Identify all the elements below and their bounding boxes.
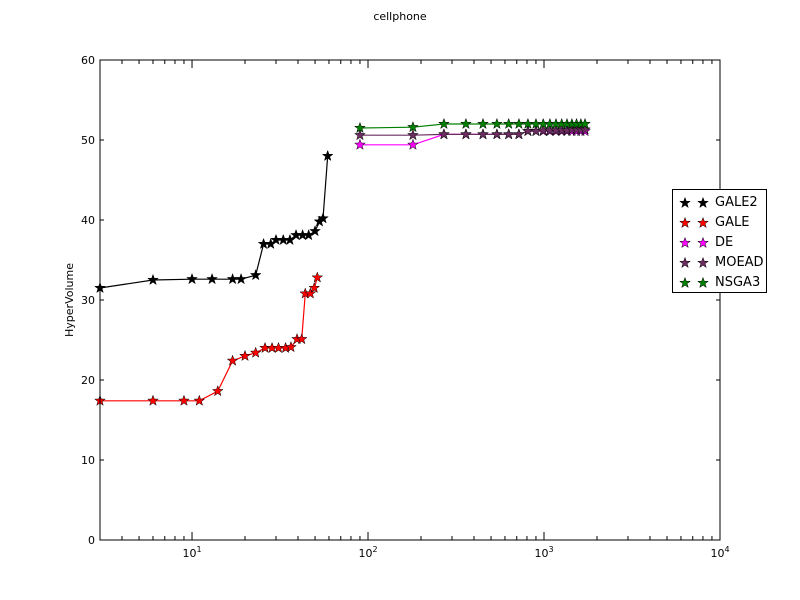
series-point-gale bbox=[308, 281, 321, 294]
y-tick-label: 20 bbox=[81, 374, 95, 387]
series-point-gale2 bbox=[226, 272, 239, 285]
legend-item-moead: MOEAD bbox=[673, 253, 768, 273]
series-point-gale bbox=[226, 354, 239, 366]
series-point-gale bbox=[239, 349, 251, 362]
axes-ticks: 0 10 20 30 40 50 60 101 102 103 104 bbox=[81, 54, 730, 560]
legend-star-icon bbox=[697, 276, 709, 289]
series-point-moead bbox=[512, 128, 525, 140]
legend-star-icon bbox=[697, 236, 709, 249]
chart-title: cellphone bbox=[373, 10, 427, 23]
series-point-gale2 bbox=[317, 212, 329, 224]
series-point-nsga3 bbox=[490, 117, 503, 130]
series-point-nsga3 bbox=[579, 117, 591, 130]
series-point-nsga3 bbox=[477, 117, 489, 130]
y-tick-label: 40 bbox=[81, 214, 95, 227]
series-point-gale2 bbox=[249, 268, 262, 281]
plot-frame bbox=[99, 59, 721, 541]
series-point-gale2 bbox=[321, 149, 334, 162]
y-tick-label: 10 bbox=[81, 454, 95, 467]
series-point-nsga3 bbox=[437, 117, 450, 130]
legend-label-nsga3: NSGA3 bbox=[715, 275, 761, 290]
series-point-moead bbox=[437, 128, 450, 140]
x-tick-label: 103 bbox=[534, 545, 553, 560]
series-point-de bbox=[406, 138, 419, 150]
series-point-nsga3 bbox=[459, 117, 472, 130]
series-point-de bbox=[354, 138, 366, 150]
series-point-gale bbox=[178, 394, 190, 406]
legend-label-de: DE bbox=[715, 235, 734, 250]
series-point-moead bbox=[406, 128, 419, 141]
series-point-gale2 bbox=[186, 272, 198, 285]
series-point-gale2 bbox=[206, 272, 219, 285]
legend-marker-gale2 bbox=[679, 196, 709, 209]
series-point-gale bbox=[147, 394, 159, 406]
y-tick-label: 60 bbox=[81, 54, 95, 67]
series-point-nsga3 bbox=[354, 121, 366, 134]
legend-marker-gale bbox=[679, 216, 709, 229]
legend-star-icon bbox=[679, 236, 691, 249]
legend-label-moead: MOEAD bbox=[715, 255, 764, 270]
legend-item-de: DE bbox=[673, 233, 768, 253]
series-point-gale bbox=[311, 271, 324, 283]
legend-marker-de bbox=[679, 236, 709, 249]
y-tick-label: 0 bbox=[88, 534, 95, 547]
series-point-gale bbox=[285, 340, 297, 353]
x-tick-label: 101 bbox=[182, 545, 201, 560]
series-point-moead bbox=[477, 128, 489, 140]
legend-marker-moead bbox=[679, 256, 709, 269]
series-point-moead bbox=[459, 128, 472, 140]
legend-item-gale: GALE bbox=[673, 213, 768, 233]
y-tick-label: 50 bbox=[81, 134, 95, 147]
legend-marker-nsga3 bbox=[679, 276, 709, 289]
series-point-moead bbox=[529, 124, 542, 137]
series-point-gale bbox=[211, 384, 224, 397]
series-layer bbox=[94, 117, 591, 406]
series-point-moead bbox=[354, 128, 366, 141]
legend-star-icon bbox=[697, 256, 709, 269]
series-point-gale bbox=[193, 394, 206, 406]
series-line-gale bbox=[100, 277, 318, 402]
y-axis-label: HyperVolume bbox=[63, 263, 76, 337]
series-point-moead bbox=[579, 123, 591, 135]
legend-item-gale2: GALE2 bbox=[673, 193, 768, 213]
series-point-moead bbox=[521, 124, 534, 137]
series-point-moead bbox=[502, 128, 515, 140]
series-point-moead bbox=[490, 128, 503, 140]
legend-star-icon bbox=[679, 276, 691, 289]
series-point-nsga3 bbox=[502, 117, 515, 130]
series-point-nsga3 bbox=[512, 117, 525, 130]
legend-star-icon bbox=[697, 216, 709, 229]
legend-star-icon bbox=[679, 196, 691, 209]
x-tick-label: 102 bbox=[358, 545, 377, 560]
series-point-gale bbox=[304, 287, 317, 299]
series-point-gale bbox=[249, 346, 262, 358]
legend-star-icon bbox=[679, 216, 691, 229]
legend-label-gale2: GALE2 bbox=[715, 195, 758, 210]
x-tick-label: 104 bbox=[710, 545, 729, 560]
legend-item-nsga3: NSGA3 bbox=[673, 273, 768, 293]
series-point-gale2 bbox=[309, 224, 321, 237]
legend-star-icon bbox=[697, 196, 709, 209]
series-line-gale2 bbox=[99, 155, 329, 289]
y-tick-label: 30 bbox=[81, 294, 95, 307]
legend-star-icon bbox=[679, 256, 691, 269]
legend: GALE2 GALE DE MOEAD NSGA3 bbox=[672, 189, 767, 293]
series-point-gale2 bbox=[235, 272, 248, 285]
series-point-gale2 bbox=[147, 273, 159, 286]
series-point-gale bbox=[295, 332, 308, 345]
series-point-nsga3 bbox=[406, 120, 419, 133]
legend-label-gale: GALE bbox=[715, 215, 750, 230]
